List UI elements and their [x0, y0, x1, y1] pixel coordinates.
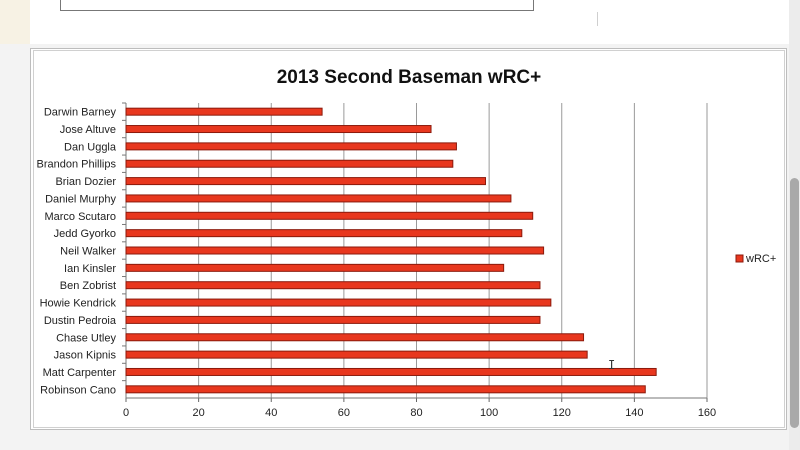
bar[interactable]: [125, 142, 457, 151]
bar[interactable]: [125, 159, 454, 168]
category-label: Brandon Phillips: [37, 159, 117, 171]
x-tick-label: 60: [338, 407, 350, 419]
legend-swatch: [735, 254, 744, 263]
text-cursor-icon: I: [608, 358, 616, 372]
bar[interactable]: [125, 367, 657, 376]
bar[interactable]: [125, 211, 534, 220]
top-document-strip: [0, 0, 800, 44]
category-label: Chase Utley: [56, 332, 116, 344]
category-label: Dustin Pedroia: [44, 315, 117, 327]
category-label: Ian Kinsler: [64, 263, 116, 275]
category-label: Jose Altuve: [60, 124, 116, 136]
left-margin-shade: [0, 0, 30, 44]
x-tick-label: 120: [553, 407, 571, 419]
x-tick-label: 20: [193, 407, 205, 419]
category-label: Howie Kendrick: [40, 298, 117, 310]
bar[interactable]: [125, 385, 646, 394]
chart-title: 2013 Second Baseman wRC+: [277, 67, 542, 88]
x-tick-label: 140: [625, 407, 643, 419]
bar[interactable]: [125, 229, 523, 238]
previous-object-frame: [60, 0, 534, 11]
category-label: Jedd Gyorko: [54, 228, 116, 240]
bar[interactable]: [125, 177, 486, 186]
x-tick-label: 100: [480, 407, 498, 419]
bar[interactable]: [125, 125, 432, 134]
vertical-scrollbar[interactable]: [789, 0, 800, 450]
ruler-tick: [597, 12, 598, 26]
x-tick-label: 160: [698, 407, 716, 419]
bar[interactable]: [125, 333, 585, 342]
x-tick-label: 40: [265, 407, 277, 419]
bar[interactable]: [125, 246, 545, 255]
scrollbar-thumb[interactable]: [790, 178, 799, 428]
category-label: Marco Scutaro: [44, 211, 116, 223]
bar[interactable]: [125, 107, 323, 116]
bar[interactable]: [125, 350, 588, 359]
category-label: Matt Carpenter: [43, 367, 117, 379]
legend-label: wRC+: [745, 253, 776, 265]
category-label: Daniel Murphy: [45, 193, 116, 205]
bar[interactable]: [125, 315, 541, 324]
bar[interactable]: [125, 194, 512, 203]
category-label: Darwin Barney: [44, 107, 117, 119]
x-tick-label: 0: [123, 407, 129, 419]
bar[interactable]: [125, 281, 541, 290]
category-label: Jason Kipnis: [54, 350, 117, 362]
category-label: Neil Walker: [60, 246, 116, 258]
x-tick-label: 80: [410, 407, 422, 419]
category-label: Brian Dozier: [55, 176, 116, 188]
category-label: Robinson Cano: [40, 384, 116, 396]
category-label: Dan Uggla: [64, 141, 117, 153]
bar[interactable]: [125, 263, 505, 272]
bar[interactable]: [125, 298, 552, 307]
category-label: Ben Zobrist: [60, 280, 116, 292]
